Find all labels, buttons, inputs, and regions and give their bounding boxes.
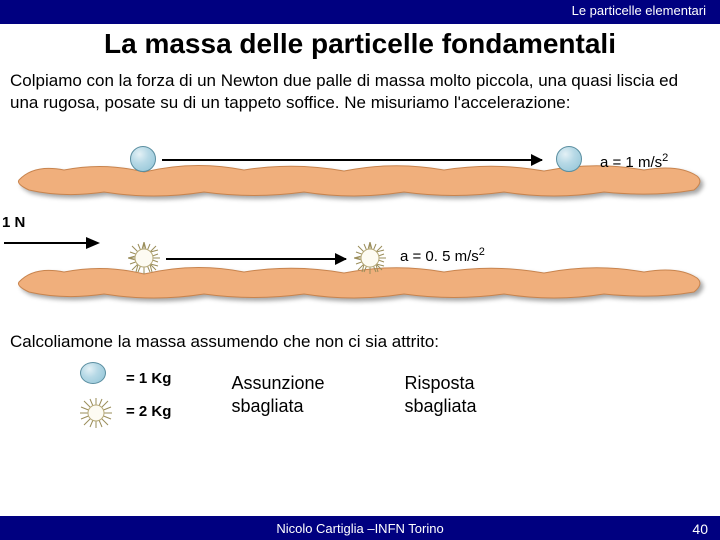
smooth-ball-end xyxy=(556,146,582,172)
page-number: 40 xyxy=(692,521,708,537)
footer-bar: Nicolo Cartiglia –INFN Torino 40 xyxy=(0,516,720,540)
force-arrow-icon xyxy=(4,236,100,250)
track-arrow-bottom xyxy=(166,258,346,260)
page-title: La massa delle particelle fondamentali xyxy=(0,24,720,70)
header-subtitle: Le particelle elementari xyxy=(572,3,706,18)
rough-ball-icon xyxy=(80,398,112,428)
accel1-text: a = 1 m/s xyxy=(600,154,662,171)
calc-paragraph: Calcoliamone la massa assumendo che non … xyxy=(0,324,720,352)
assumption-l2: sbagliata xyxy=(231,395,324,418)
rough-ball-end xyxy=(354,242,386,274)
header-bar: Le particelle elementari xyxy=(0,0,720,24)
mass-row: = 1 Kg = 2 Kg Assunzione sbagliata Rispo… xyxy=(0,352,720,428)
mass-values: = 1 Kg = 2 Kg xyxy=(126,370,171,420)
mass-2: = 2 Kg xyxy=(126,403,171,420)
response-l2: sbagliata xyxy=(405,395,477,418)
accel-label-2: a = 0. 5 m/s2 xyxy=(400,246,485,265)
smooth-ball-icon xyxy=(80,362,106,384)
intro-paragraph: Colpiamo con la forza di un Newton due p… xyxy=(0,70,720,124)
response-text: Risposta sbagliata xyxy=(405,372,477,419)
footer-author: Nicolo Cartiglia –INFN Torino xyxy=(276,521,443,536)
smooth-ball-start xyxy=(130,146,156,172)
force-label: 1 N xyxy=(2,214,25,231)
mass-1: = 1 Kg xyxy=(126,370,171,387)
accel-label-1: a = 1 m/s2 xyxy=(600,152,668,171)
accel2-text: a = 0. 5 m/s xyxy=(400,248,479,265)
rough-ball-start xyxy=(128,242,160,274)
accel2-exp: 2 xyxy=(479,246,485,258)
track-arrow-top xyxy=(162,159,542,161)
assumption-text: Assunzione sbagliata xyxy=(231,372,324,419)
accel1-exp: 2 xyxy=(662,152,668,164)
response-l1: Risposta xyxy=(405,372,477,395)
mass-icons xyxy=(80,362,112,428)
diagram: a = 1 m/s2 1 N xyxy=(0,124,720,324)
assumption-l1: Assunzione xyxy=(231,372,324,395)
